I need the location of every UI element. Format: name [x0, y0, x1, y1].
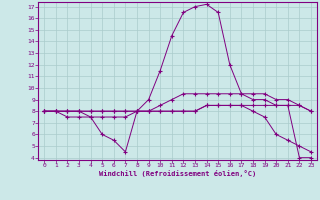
X-axis label: Windchill (Refroidissement éolien,°C): Windchill (Refroidissement éolien,°C)	[99, 170, 256, 177]
